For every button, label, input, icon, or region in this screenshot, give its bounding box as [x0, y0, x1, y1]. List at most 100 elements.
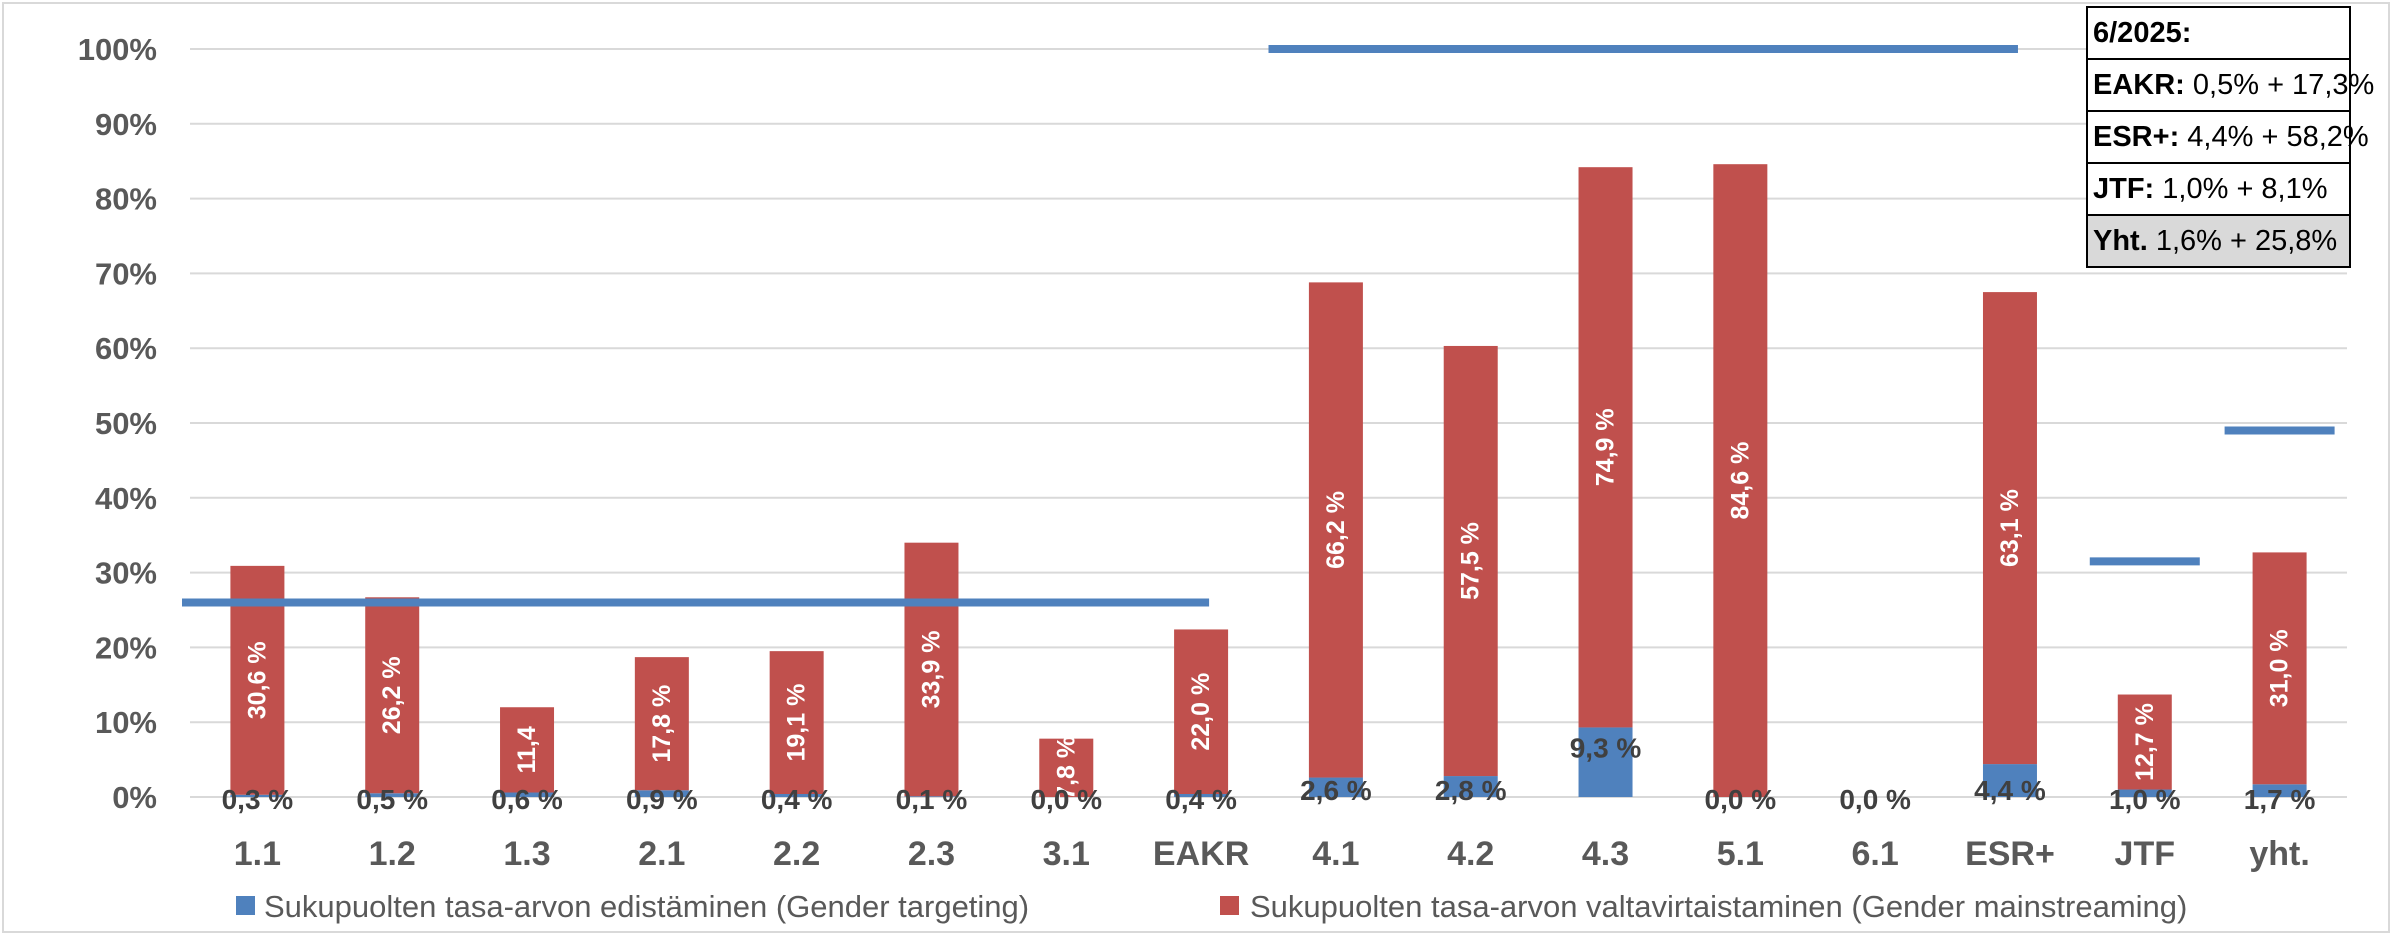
bar-segment-mainstreaming — [1308, 282, 1363, 778]
x-category-label: yht. — [2249, 835, 2309, 873]
x-category-label: ESR+ — [1965, 835, 2055, 873]
data-label-mainstreaming: 63,1 % — [1996, 489, 2024, 567]
y-tick-label: 70% — [95, 256, 157, 291]
bar-segment-targeting — [1982, 764, 2037, 797]
info-row-jtf: JTF: 1,0% + 8,1% — [2088, 162, 2349, 214]
y-tick-label: 10% — [95, 705, 157, 740]
x-category-label: 6.1 — [1852, 835, 1899, 873]
bar-segment-targeting — [1308, 777, 1363, 797]
x-category-label: 4.1 — [1312, 835, 1359, 873]
bar-segment-mainstreaming — [904, 542, 959, 797]
data-label-targeting: 1,0 % — [2109, 784, 2181, 815]
bar-segment-mainstreaming — [1713, 164, 1768, 797]
bar-segment-targeting — [1174, 794, 1229, 797]
y-tick-label: 90% — [95, 107, 157, 142]
x-category-label: 2.2 — [773, 835, 820, 873]
y-tick-label: 0% — [112, 780, 157, 815]
legend-swatch-mainstreaming — [1220, 896, 1239, 915]
y-tick-label: 100% — [78, 32, 157, 67]
x-axis-categories: 1.1 1.2 1.3 2.1 2.2 2.3 3.1 EAKR 4.1 4.2 4.3 5.1 6.1… — [234, 835, 2310, 873]
data-label-targeting: 0,0 % — [1839, 784, 1911, 815]
x-category-label: 1.2 — [369, 835, 416, 873]
data-label-mainstreaming: 22,0 % — [1187, 673, 1215, 751]
bar-segment-targeting — [2117, 789, 2172, 797]
y-axis-ticks: 0% 10% 20% 30% 40% 50% 60% 70% 80% 90% 100% — [78, 32, 157, 815]
x-category-label: JTF — [2115, 835, 2175, 873]
data-label-mainstreaming: 74,9 % — [1592, 408, 1620, 486]
data-label-targeting: 0,9 % — [626, 784, 698, 815]
bar-segment-mainstreaming — [2117, 694, 2172, 790]
bar-segment-mainstreaming — [1578, 167, 1633, 728]
y-tick-label: 60% — [95, 331, 157, 366]
data-label-targeting: 0,4 % — [761, 784, 833, 815]
bar-segment-mainstreaming — [1982, 292, 2037, 765]
data-labels: 30,6 % 0,3 % 26,2 % 0,5 % 11,4 0,6 % 17,8 % 0,9… — [222, 408, 2316, 815]
data-label-targeting: 0,5 % — [356, 784, 428, 815]
x-category-label: 4.3 — [1582, 835, 1629, 873]
data-label-mainstreaming: 66,2 % — [1322, 491, 1350, 569]
y-tick-label: 50% — [95, 406, 157, 441]
bar-segment-mainstreaming — [634, 657, 689, 791]
bar-segment-mainstreaming — [1174, 629, 1229, 795]
data-label-mainstreaming: 84,6 % — [1726, 442, 1754, 520]
y-tick-label: 30% — [95, 556, 157, 591]
x-category-label: 4.2 — [1447, 835, 1494, 873]
data-label-mainstreaming: 31,0 % — [2266, 629, 2294, 707]
data-label-targeting: 9,3 % — [1570, 732, 1642, 763]
bar-segment-targeting — [634, 790, 689, 797]
x-category-label: 3.1 — [1043, 835, 1090, 873]
legend-label-mainstreaming: Sukupuolten tasa-arvon valtavirtaistamin… — [1250, 889, 2187, 924]
bar-segment-mainstreaming — [500, 707, 555, 793]
data-label-targeting: 0,1 % — [896, 784, 968, 815]
info-box: 6/2025: EAKR: 0,5% + 17,3% ESR+: 4,4% + … — [2086, 6, 2374, 268]
legend-label-targeting: Sukupuolten tasa-arvon edistäminen (Gend… — [264, 889, 1029, 924]
x-category-label: 2.1 — [638, 835, 685, 873]
data-label-mainstreaming: 19,1 % — [783, 684, 811, 762]
data-label-targeting: 0,0 % — [1705, 784, 1777, 815]
data-label-targeting: 0,6 % — [491, 784, 563, 815]
bars — [230, 164, 2307, 797]
y-tick-label: 40% — [95, 481, 157, 516]
target-lines — [182, 45, 2335, 607]
data-label-targeting: 2,6 % — [1300, 775, 1372, 806]
data-label-mainstreaming: 17,8 % — [648, 685, 676, 763]
data-label-mainstreaming: 12,7 % — [2131, 703, 2159, 781]
data-label-mainstreaming: 26,2 % — [378, 656, 406, 734]
data-label-mainstreaming: 30,6 % — [243, 641, 271, 719]
bar-segment-mainstreaming — [1039, 738, 1094, 797]
bar-segment-targeting — [904, 796, 959, 797]
bar-segment-mainstreaming — [365, 597, 420, 794]
bar-segment-mainstreaming — [2252, 552, 2307, 785]
data-label-targeting: 0,0 % — [1030, 784, 1102, 815]
x-category-label: 1.3 — [503, 835, 550, 873]
bar-segment-mainstreaming — [1443, 345, 1498, 777]
data-label-mainstreaming: 33,9 % — [917, 631, 945, 709]
bar-segment-targeting — [769, 794, 824, 797]
bar-segment-targeting — [1443, 776, 1498, 797]
bar-segment-targeting — [2252, 784, 2307, 797]
data-label-mainstreaming: 57,5 % — [1457, 522, 1485, 600]
bar-segment-mainstreaming — [769, 651, 824, 795]
data-label-targeting: 4,4 % — [1974, 775, 2046, 806]
data-label-targeting: 1,7 % — [2244, 784, 2316, 815]
bar-segment-targeting — [365, 793, 420, 797]
bar-segment-targeting — [500, 792, 555, 797]
data-label-targeting: 0,4 % — [1165, 784, 1237, 815]
data-label-targeting: 0,3 % — [222, 784, 294, 815]
x-category-label: 5.1 — [1717, 835, 1764, 873]
x-category-label: 1.1 — [234, 835, 281, 873]
x-category-label: 2.3 — [908, 835, 955, 873]
x-category-label: EAKR — [1153, 835, 1249, 873]
legend: Sukupuolten tasa-arvon edistäminen (Gend… — [236, 889, 2187, 924]
info-box-title: 6/2025: — [2093, 17, 2192, 49]
legend-swatch-targeting — [236, 896, 255, 915]
data-label-mainstreaming: 7,8 % — [1052, 736, 1080, 800]
bar-segment-targeting — [1578, 727, 1633, 797]
info-row-eakr: EAKR: 0,5% + 17,3% — [2088, 58, 2374, 110]
data-label-targeting: 2,8 % — [1435, 775, 1507, 806]
info-row-esr: ESR+: 4,4% + 58,2% — [2088, 110, 2369, 162]
y-tick-label: 80% — [95, 182, 157, 217]
bar-segment-targeting — [230, 794, 285, 797]
